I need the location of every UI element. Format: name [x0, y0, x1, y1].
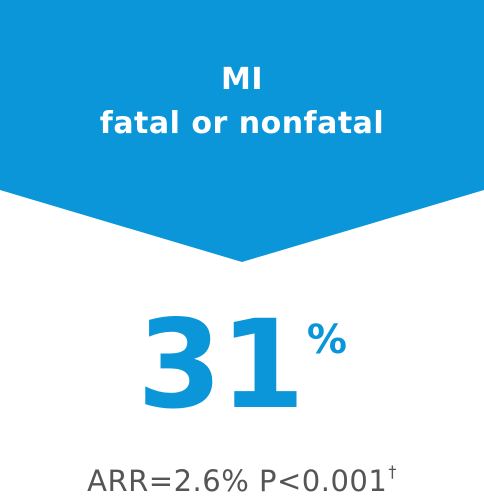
- footnote-text: ARR=2.6% P<0.001: [87, 464, 388, 496]
- stat-number: 31: [137, 294, 305, 436]
- stat-value-group: 31 %: [137, 300, 347, 430]
- banner-title-line1: MI: [220, 62, 263, 97]
- stat-percent-sign: %: [306, 317, 347, 363]
- banner-title: MI fatal or nonfatal: [0, 58, 484, 146]
- banner-chevron-shape: [0, 0, 484, 262]
- stat-block: 31 %: [0, 300, 484, 430]
- banner-title-line2: fatal or nonfatal: [99, 106, 385, 141]
- banner: MI fatal or nonfatal: [0, 0, 484, 262]
- dagger-mark: †: [388, 462, 397, 481]
- footnote: ARR=2.6% P<0.001†: [0, 452, 484, 496]
